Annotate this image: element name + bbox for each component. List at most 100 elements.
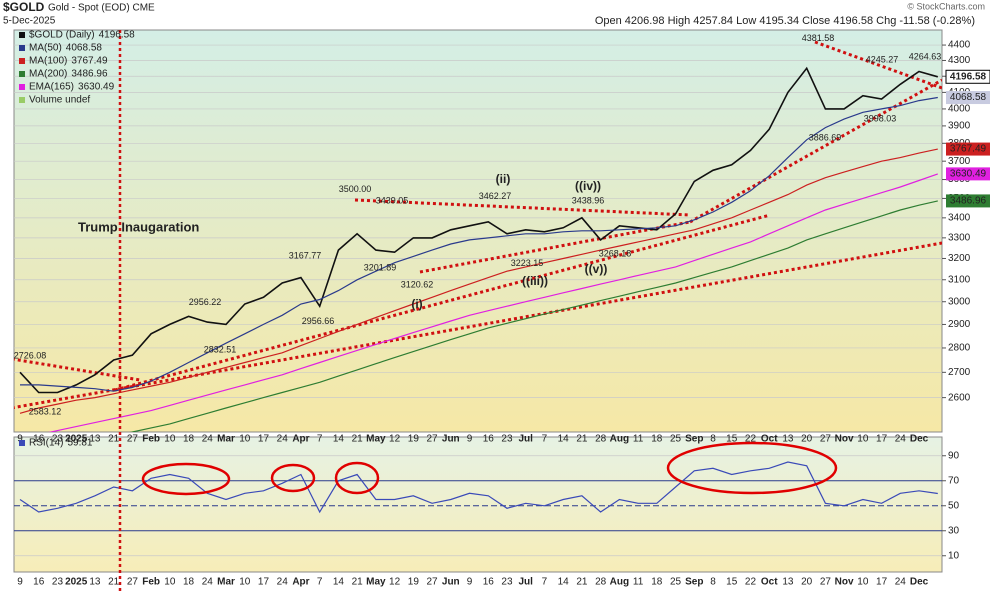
x-tick-label: 18 [651, 577, 663, 588]
x-tick-label: 9 [17, 434, 23, 445]
x-tick-label: 23 [501, 577, 513, 588]
x-tick-label: 18 [183, 434, 195, 445]
trendline [114, 213, 771, 392]
x-tick-label: Jul [518, 434, 533, 445]
annotation: ((v)) [585, 262, 608, 276]
x-tick-label: 21 [108, 577, 120, 588]
price-label: 3167.77 [289, 251, 322, 261]
x-tick-label: Apr [292, 577, 309, 588]
value-box [946, 91, 990, 105]
x-tick-label: 27 [127, 434, 139, 445]
price-label: 3462.27 [479, 191, 512, 201]
x-tick-label: Nov [835, 434, 854, 445]
x-tick-label: 21 [576, 434, 588, 445]
x-tick-label: Feb [142, 577, 160, 588]
value-box-label: 3630.49 [950, 169, 987, 180]
value-box [946, 142, 990, 156]
x-tick-label: Jun [442, 434, 460, 445]
x-tick-label: 22 [745, 577, 757, 588]
price-label: 3268.18 [599, 249, 632, 259]
price-panel [13, 29, 943, 433]
y-tick-label: 2600 [948, 392, 971, 403]
x-tick-label: Sep [685, 577, 703, 588]
y-tick-label: 4300 [948, 55, 971, 66]
price-label: 3998.03 [864, 114, 897, 124]
legend-name: RSI(14) [29, 438, 63, 449]
price-label: 4245.27 [866, 54, 899, 64]
x-tick-label: Sep [685, 434, 703, 445]
x-tick-label: 14 [333, 434, 345, 445]
legend-value: 4068.58 [66, 43, 103, 54]
y-tick-label: 70 [948, 475, 960, 486]
series-line [19, 461, 938, 514]
value-box-label: 4068.58 [950, 92, 987, 103]
x-tick-label: 13 [89, 577, 101, 588]
x-tick-label: 22 [745, 434, 757, 445]
rsi-highlights [141, 441, 838, 496]
annotation: (ii) [496, 172, 511, 186]
x-tick-label: 10 [239, 434, 251, 445]
x-tick-label: 18 [183, 577, 195, 588]
legend-name: MA(100) [29, 56, 67, 67]
x-tick-label: 9 [467, 434, 473, 445]
series-line [19, 148, 938, 414]
x-tick-label: 27 [820, 577, 832, 588]
price-label: 3223.15 [511, 258, 544, 268]
price-grid [14, 44, 942, 398]
x-tick-label: 21 [352, 434, 364, 445]
x-tick-label: Feb [142, 434, 160, 445]
x-tick-label: Aug [610, 577, 629, 588]
x-tick-label: 23 [501, 434, 513, 445]
x-tick-label: 7 [542, 577, 548, 588]
y-tick-label: 4400 [948, 40, 971, 51]
y-tick-label: 2800 [948, 343, 971, 354]
x-tick-label: 12 [389, 577, 401, 588]
y-tick-label: 30 [948, 525, 960, 536]
y-tick-label: 3000 [948, 296, 971, 307]
x-tick-label: 10 [164, 434, 176, 445]
x-tick-label: 23 [52, 577, 64, 588]
y-tick-label: 3300 [948, 232, 971, 243]
x-tick-label: Jul [518, 577, 533, 588]
series-line [129, 200, 938, 432]
x-tick-label: 10 [857, 577, 869, 588]
trendline [689, 78, 942, 224]
x-tick-label: 17 [258, 577, 270, 588]
x-tick-label: 14 [333, 577, 345, 588]
x-tick-label: Oct [761, 577, 778, 588]
legend-name: MA(200) [29, 69, 67, 80]
legend-value: 3630.49 [78, 82, 115, 93]
x-tick-label: 19 [408, 577, 420, 588]
labels: 2600 2700 2800 2900 3000 3100 3200 3300 3400 3500… [14, 30, 990, 588]
legend-swatch [19, 440, 25, 446]
x-tick-label: 16 [33, 577, 45, 588]
rsi-grid [14, 455, 942, 557]
x-tick-label: Jun [442, 577, 460, 588]
x-tick-label: Oct [761, 434, 778, 445]
y-tick-label: 2900 [948, 319, 971, 330]
x-tick-label: 25 [670, 577, 682, 588]
date: 5-Dec-2025 [3, 16, 56, 27]
x-tick-label: May [366, 434, 386, 445]
legend-value: 59.81 [67, 438, 92, 449]
legend-swatch [19, 71, 25, 77]
y-tick-label: 50 [948, 500, 960, 511]
x-tick-label: 2025 [65, 434, 88, 445]
x-tick-label: Mar [217, 434, 235, 445]
x-tick-label: 15 [726, 577, 738, 588]
x-tick-label: 16 [33, 434, 45, 445]
x-tick-label: 28 [595, 434, 607, 445]
x-tick-label: 11 [633, 577, 644, 588]
price-label: 3439.05 [376, 196, 409, 206]
annotation: ((iv)) [575, 179, 601, 193]
x-tick-label: 21 [108, 434, 120, 445]
price-label: 2583.12 [29, 406, 62, 416]
value-box-label: 4196.58 [950, 71, 987, 82]
series-line [48, 173, 938, 432]
legend-name: $GOLD (Daily) [29, 30, 95, 41]
x-tick-label: 28 [595, 577, 607, 588]
x-tick-label: 9 [17, 577, 23, 588]
x-tick-label: 24 [277, 434, 289, 445]
x-tick-label: 24 [277, 577, 289, 588]
